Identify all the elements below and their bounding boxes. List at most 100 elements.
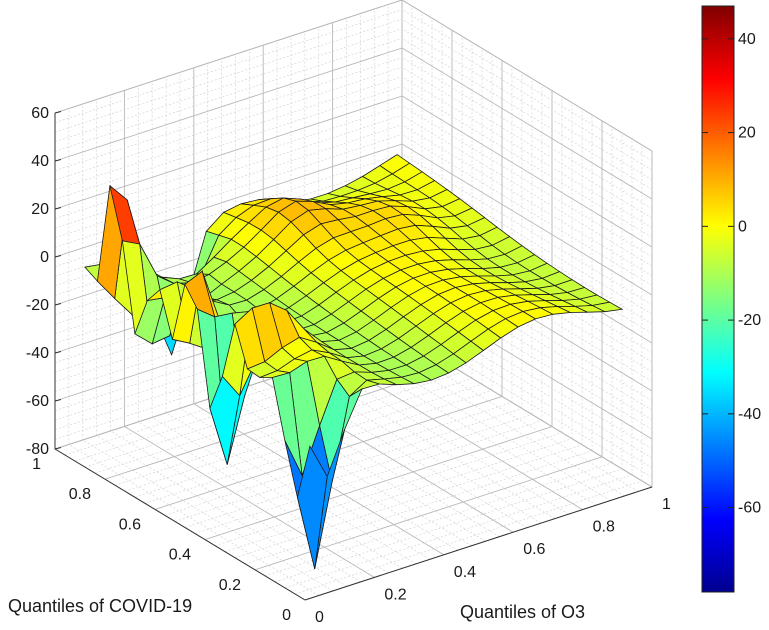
- z-tick-mark: [54, 399, 62, 402]
- floor-grid-line: [151, 417, 403, 569]
- x-axis-line: [304, 486, 653, 601]
- floor-grid-line: [290, 371, 542, 524]
- z-tick-mark: [54, 303, 62, 306]
- floor-grid-line: [204, 426, 553, 541]
- floor-grid-line: [184, 414, 533, 528]
- z-tick-mark: [54, 207, 62, 210]
- wall-grid-line: [401, 220, 653, 373]
- floor-grid-line: [207, 398, 458, 551]
- colorbar-tick-label: 40: [738, 31, 756, 48]
- wall-grid-line: [401, 9, 653, 161]
- wall-grid-line: [54, 47, 403, 162]
- z-tick-mark: [54, 159, 62, 162]
- floor-grid-line: [194, 420, 543, 534]
- wall-grid-line: [54, 38, 403, 152]
- floor-grid-line: [249, 385, 500, 538]
- y-axis-line: [54, 448, 306, 601]
- floor-grid-line: [96, 435, 347, 587]
- wall-grid-line: [401, 95, 653, 248]
- floor-grid-line: [304, 367, 556, 519]
- wall-grid-line: [401, 172, 653, 325]
- floor-grid-line: [274, 468, 623, 583]
- wall-grid-line: [401, 297, 653, 449]
- wall-grid-line: [401, 134, 653, 286]
- floor-grid-line: [104, 365, 453, 480]
- wall-grid-line: [401, 28, 653, 181]
- wall-grid-line: [54, 28, 403, 143]
- surface: [84, 154, 624, 569]
- y-axis-label: Quantiles of COVID-19: [8, 596, 192, 616]
- floor-grid-line: [294, 480, 643, 595]
- floor-grid-line: [224, 438, 573, 553]
- floor-grid-line: [360, 349, 611, 501]
- floor-grid-line: [387, 340, 639, 492]
- wall-grid-line: [401, 316, 653, 469]
- wall-grid-line: [401, 210, 653, 363]
- z-tick-label: -20: [26, 297, 49, 314]
- x-tick-label: 0.2: [384, 586, 406, 603]
- z-tick-label: 0: [40, 249, 49, 266]
- z-tick-label: 60: [31, 105, 49, 122]
- y-tick-label: 0: [282, 607, 291, 624]
- wall-grid-line: [401, 201, 653, 353]
- colorbar-ticks: 40 20 0 -20 -40 -60: [702, 31, 761, 517]
- floor-grid-line: [346, 353, 597, 506]
- x-tick-label: 0.4: [454, 564, 476, 581]
- wall-grid-line: [54, 0, 403, 114]
- floor-grid-line: [110, 430, 361, 583]
- floor-grid-line: [179, 408, 431, 560]
- y-tick-label: 0.8: [69, 486, 91, 503]
- wall-grid-line: [401, 0, 653, 152]
- x-tick-label: 0.8: [593, 519, 615, 536]
- floor-grid-line: [134, 383, 483, 498]
- floor-grid-line: [284, 474, 633, 589]
- y-tick-label: 0.2: [219, 577, 241, 594]
- wall-grid-line: [401, 86, 653, 238]
- floor-grid-line: [82, 439, 333, 592]
- y-axis-ticks: 0 0.2 0.4 0.6 0.8 1: [32, 448, 306, 624]
- wall-grid-line: [54, 9, 403, 123]
- floor-grid-line: [124, 426, 375, 578]
- surface-patch: [296, 445, 328, 569]
- wall-grid-line: [54, 86, 403, 200]
- x-tick-label: 1: [662, 496, 671, 513]
- wall-grid-line: [401, 306, 653, 459]
- floor-grid-line: [138, 421, 389, 574]
- floor-grid-line: [165, 412, 417, 565]
- z-tick-mark: [54, 111, 62, 114]
- floor-grid-line: [214, 432, 563, 546]
- wall-grid-line: [401, 162, 653, 315]
- z-tick-label: 40: [31, 153, 49, 170]
- wall-grid-line: [54, 66, 403, 181]
- z-tick-label: -40: [26, 345, 49, 362]
- wall-grid-line: [401, 230, 653, 382]
- wall-grid-line: [54, 57, 403, 171]
- y-tick-label: 0.4: [169, 547, 191, 564]
- z-tick-mark: [54, 255, 62, 258]
- x-tick-label: 0.6: [523, 541, 545, 558]
- x-tick-label: 0: [315, 609, 324, 626]
- wall-grid-line: [401, 105, 653, 257]
- colorbar-tick-label: -20: [738, 312, 761, 329]
- floor-grid-line: [264, 462, 613, 577]
- floor-grid-line: [374, 344, 625, 497]
- colorbar-tick-label: -60: [738, 500, 761, 517]
- z-tick-mark: [54, 447, 62, 450]
- wall-grid-line: [401, 153, 653, 305]
- floor-grid-line: [68, 444, 320, 596]
- wall-grid-line: [401, 143, 653, 296]
- z-tick-label: 20: [31, 201, 49, 218]
- floor-grid-line: [164, 402, 513, 516]
- wall-grid-line: [401, 268, 653, 421]
- colorbar-tick-label: -40: [738, 406, 761, 423]
- wall-grid-line: [54, 76, 403, 191]
- z-axis-ticks: -80 -60 -40 -20 0 20 40 60: [26, 105, 62, 458]
- wall-grid-line: [401, 114, 653, 267]
- floor-grid-line: [221, 394, 472, 547]
- floor-grid-line: [124, 377, 473, 492]
- wall-grid-line: [401, 47, 653, 200]
- floor-grid-line: [318, 362, 569, 515]
- floor-grid-line: [235, 389, 486, 542]
- wall-grid-line: [401, 18, 653, 171]
- z-tick-mark: [54, 351, 62, 354]
